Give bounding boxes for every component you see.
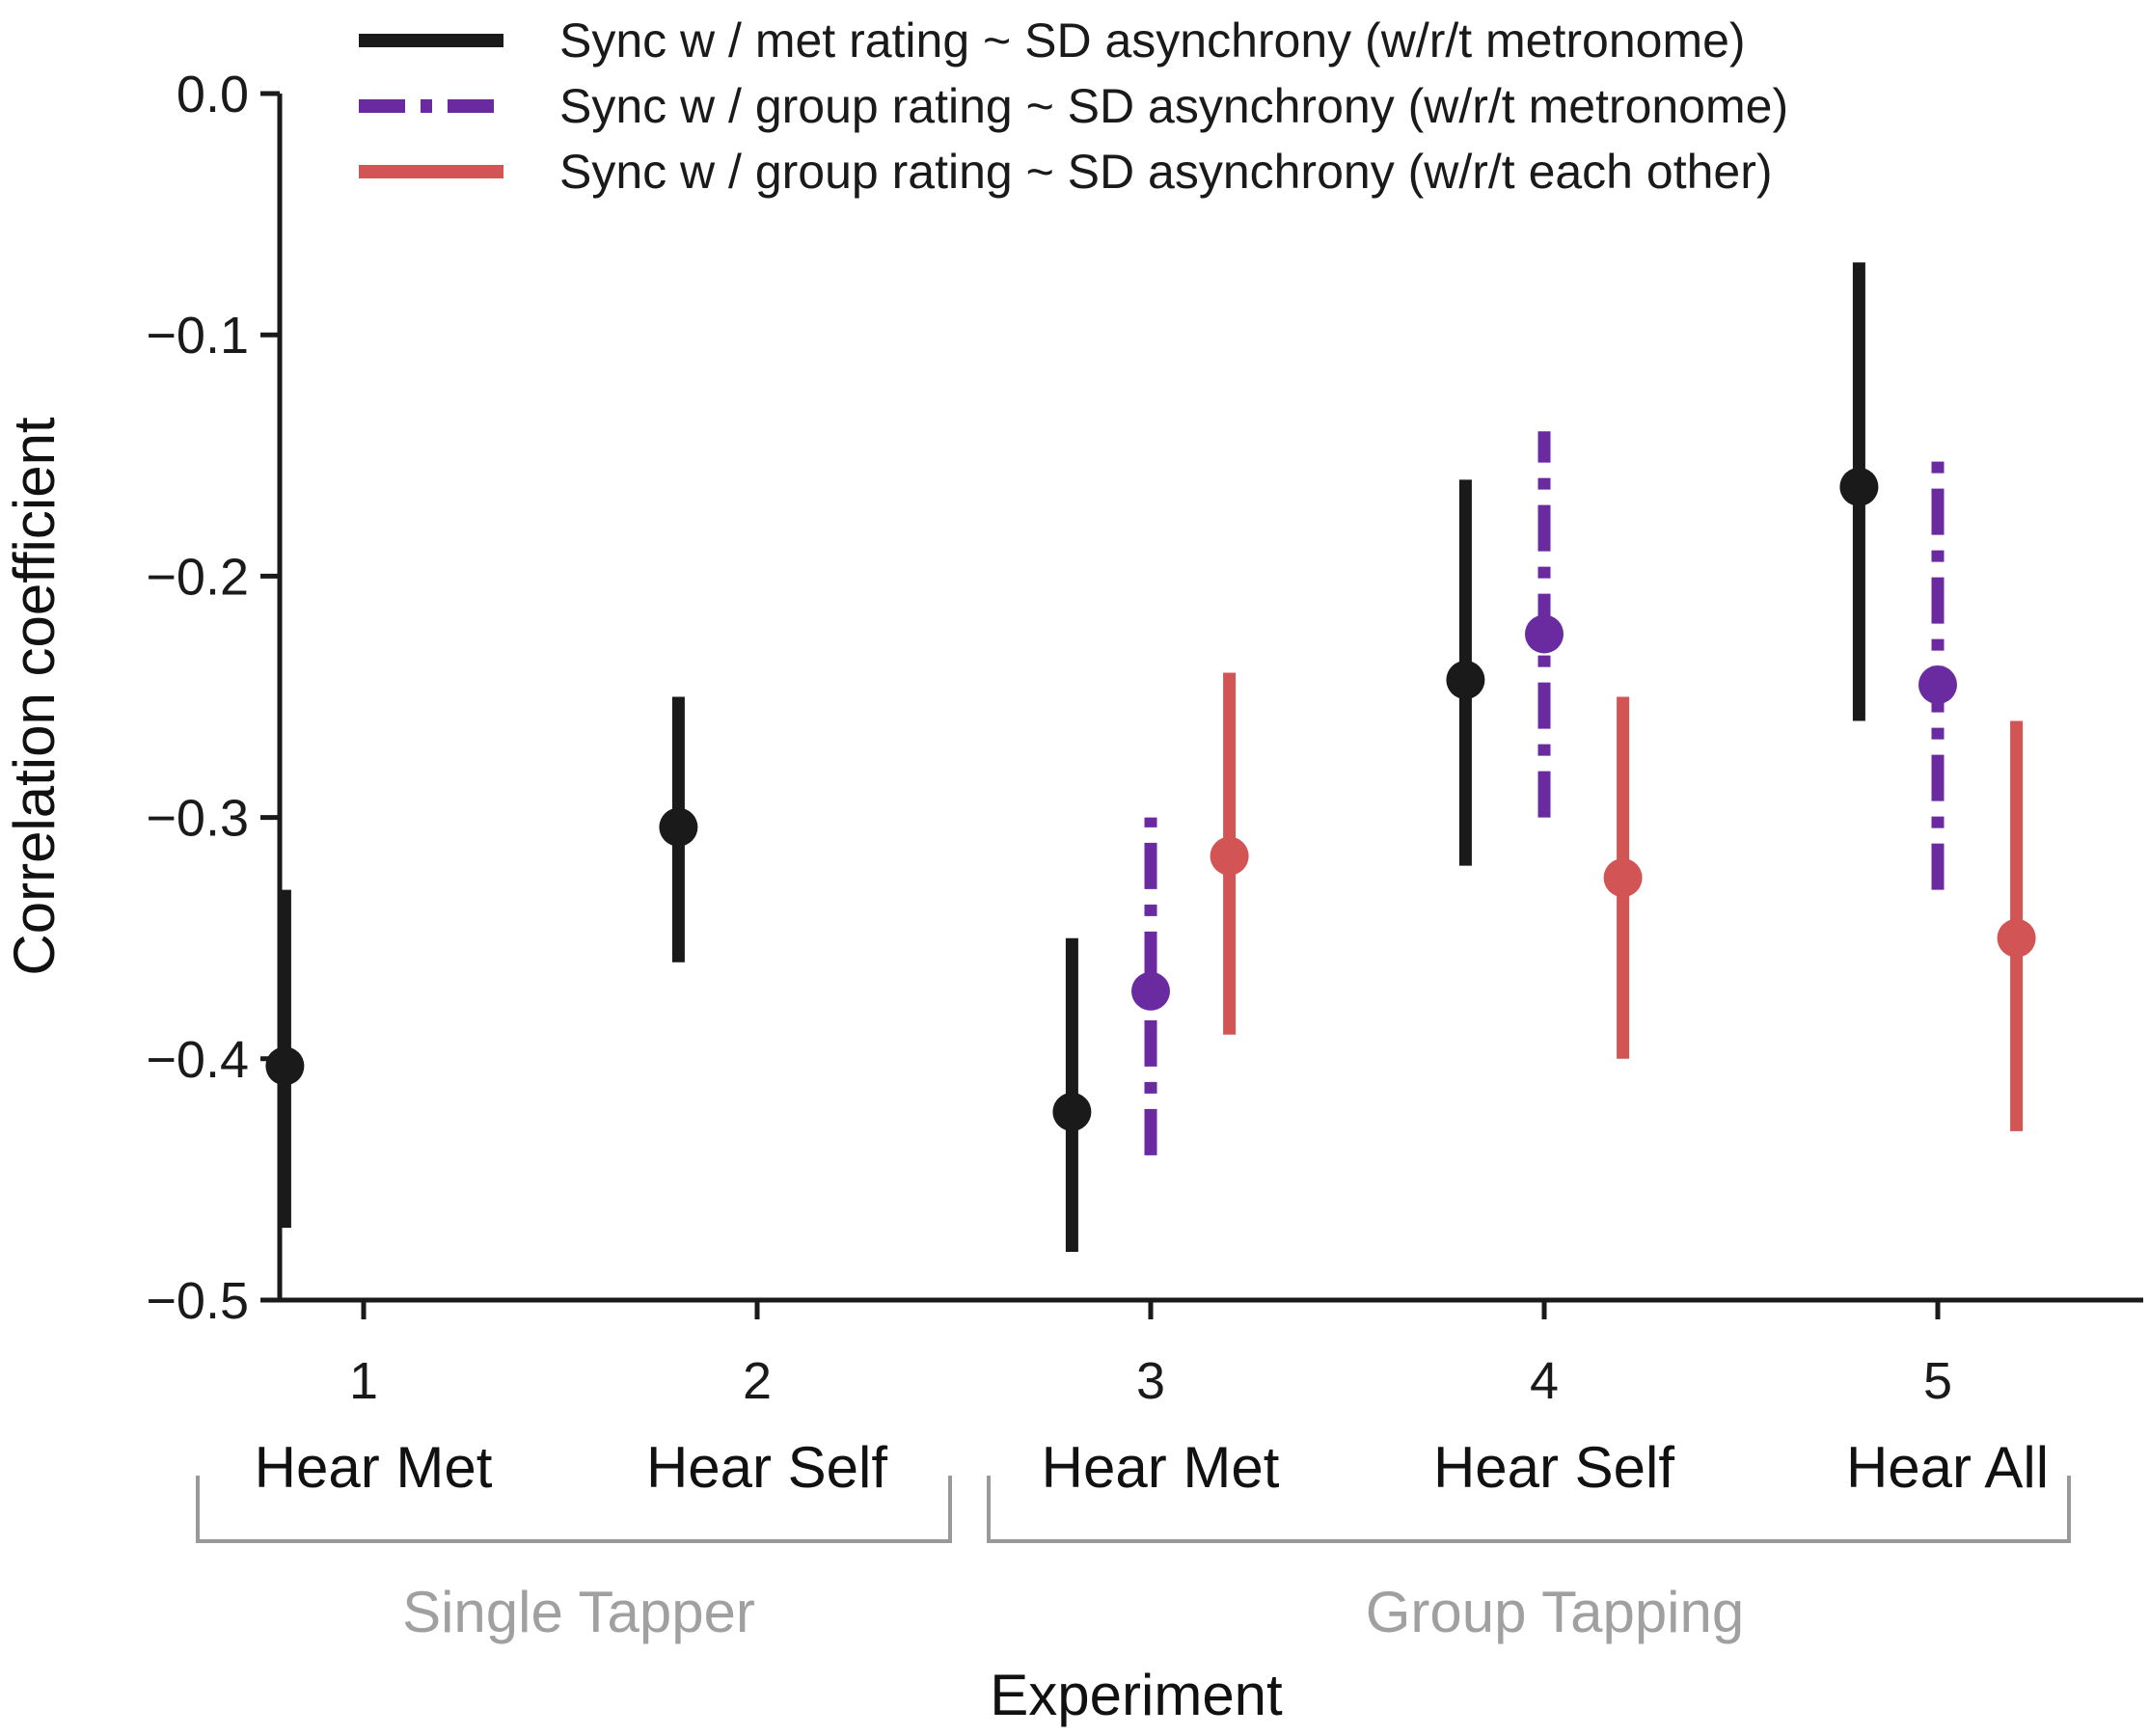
bracket-single-tapper xyxy=(196,1476,952,1543)
condition-labels: Hear Met Hear Self Hear Met Hear Self Hear A… xyxy=(255,1435,2049,1500)
plot-area xyxy=(265,262,2036,1252)
x-tick-label: 3 xyxy=(1136,1352,1165,1410)
y-ticks: 0.0 −0.1 −0.2 −0.3 −0.4 −0.5 xyxy=(146,66,280,1330)
x-tick-label: 5 xyxy=(1923,1352,1952,1410)
group-label-single-tapper: Single Tapper xyxy=(402,1580,755,1644)
series-3 xyxy=(1210,672,2036,1131)
data-point xyxy=(1052,1092,1092,1131)
x-tick-label: 2 xyxy=(743,1352,772,1410)
data-point xyxy=(659,807,698,847)
data-point xyxy=(1210,836,1249,876)
legend: Sync w / met rating ~ SD asynchrony (w/r… xyxy=(359,14,1788,199)
x-tick-label: 4 xyxy=(1530,1352,1559,1410)
y-axis-title: Correlation coefficient xyxy=(2,417,67,976)
legend-label: Sync w / group rating ~ SD asynchrony (w… xyxy=(559,79,1788,133)
group-label-group-tapping: Group Tapping xyxy=(1366,1580,1745,1644)
data-point xyxy=(1603,858,1643,898)
y-tick-label: −0.5 xyxy=(146,1272,249,1330)
legend-label: Sync w / met rating ~ SD asynchrony (w/r… xyxy=(559,14,1746,68)
x-ticks: 1 2 3 4 5 xyxy=(349,1300,1952,1410)
y-tick-label: −0.3 xyxy=(146,790,249,848)
y-tick-label: −0.4 xyxy=(146,1031,249,1089)
y-tick-label: 0.0 xyxy=(177,66,249,123)
data-point xyxy=(1446,660,1485,699)
bracket-group-tapping xyxy=(987,1476,2071,1543)
x-tick-label: 1 xyxy=(349,1352,378,1410)
condition-label: Hear All xyxy=(1846,1435,2049,1500)
y-tick-label: −0.2 xyxy=(146,548,249,606)
data-point xyxy=(1918,665,1957,704)
series-2 xyxy=(1131,431,1957,1155)
data-point xyxy=(1525,614,1564,654)
legend-label: Sync w / group rating ~ SD asynchrony (w… xyxy=(559,145,1773,199)
y-tick-label: −0.1 xyxy=(146,307,249,365)
x-axis-title: Experiment xyxy=(990,1663,1283,1727)
data-point xyxy=(265,1046,305,1086)
group-brackets: Single Tapper Group Tapping xyxy=(196,1476,2071,1644)
condition-label: Hear Met xyxy=(1042,1435,1280,1500)
data-point xyxy=(1997,918,2036,958)
condition-label: Hear Met xyxy=(255,1435,493,1500)
data-point xyxy=(1839,467,1879,506)
condition-label: Hear Self xyxy=(1433,1435,1674,1500)
condition-label: Hear Self xyxy=(646,1435,887,1500)
series-1 xyxy=(265,262,1879,1252)
data-point xyxy=(1131,971,1170,1011)
